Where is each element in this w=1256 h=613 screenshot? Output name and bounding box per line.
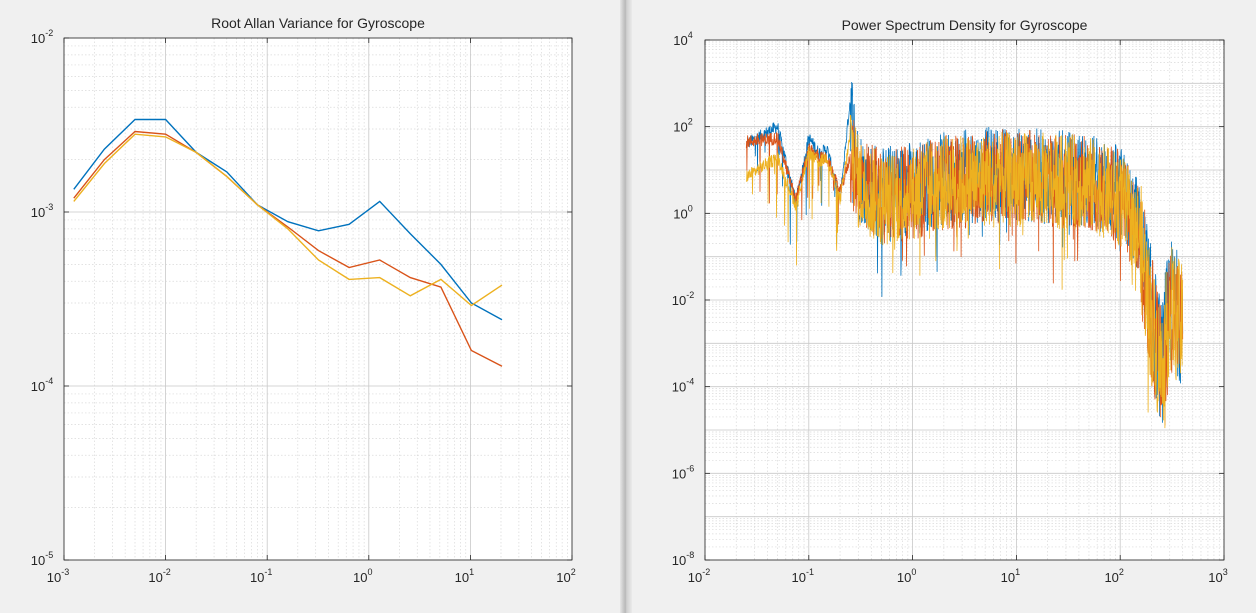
series-line-3 xyxy=(73,133,503,307)
y-tick-label: 104 xyxy=(673,30,692,48)
psd-panel: 10-2 10-1 100 101 102 103 10-8 10-6 10-4 10-2 100 1… xyxy=(632,0,1256,613)
allan-variance-panel: 10-3 10-2 10-1 100 101 102 10-5 10-4 10-3 10-2 Roo… xyxy=(0,0,620,613)
x-tick-label: 103 xyxy=(1208,567,1227,585)
x-tick-label: 100 xyxy=(353,567,372,585)
y-tick-label: 10-6 xyxy=(672,463,694,481)
chart-title: Power Spectrum Density for Gyroscope xyxy=(842,17,1088,33)
series-line-1 xyxy=(73,118,503,321)
chart-title: Root Allan Variance for Gyroscope xyxy=(211,15,425,31)
x-tick-label: 100 xyxy=(897,567,916,585)
psd-chart: 10-2 10-1 100 101 102 103 10-8 10-6 10-4 10-2 100 1… xyxy=(672,17,1228,585)
x-tick-label: 10-1 xyxy=(792,567,814,585)
series-line-2 xyxy=(73,130,503,367)
series-group xyxy=(745,81,1184,429)
axes-frame xyxy=(63,37,573,561)
y-tick-label: 10-4 xyxy=(672,377,694,395)
x-tick-label: 10-1 xyxy=(250,567,272,585)
x-tick-label: 102 xyxy=(1104,567,1123,585)
series-line-3 xyxy=(745,114,1184,429)
y-tick-label: 10-2 xyxy=(672,290,694,308)
x-tick-label: 101 xyxy=(455,567,474,585)
plot-area xyxy=(64,38,572,560)
series-group xyxy=(73,118,503,367)
y-tick-label: 10-4 xyxy=(31,376,53,394)
x-tick-label: 101 xyxy=(1001,567,1020,585)
allan-variance-chart: 10-3 10-2 10-1 100 101 102 10-5 10-4 10-3 10-2 Roo… xyxy=(31,15,576,585)
x-tick-label: 10-2 xyxy=(688,567,710,585)
panel-divider[interactable] xyxy=(620,0,632,613)
y-tick-label: 102 xyxy=(673,117,692,135)
y-tick-label: 10-3 xyxy=(31,202,53,220)
x-tick-label: 10-3 xyxy=(47,567,69,585)
x-tick-label: 102 xyxy=(556,567,575,585)
y-tick-label: 10-5 xyxy=(31,550,53,568)
y-tick-label: 10-2 xyxy=(31,28,53,46)
grid xyxy=(63,37,573,561)
y-tick-label: 100 xyxy=(673,203,692,221)
y-tick-label: 10-8 xyxy=(672,550,694,568)
x-tick-label: 10-2 xyxy=(148,567,170,585)
